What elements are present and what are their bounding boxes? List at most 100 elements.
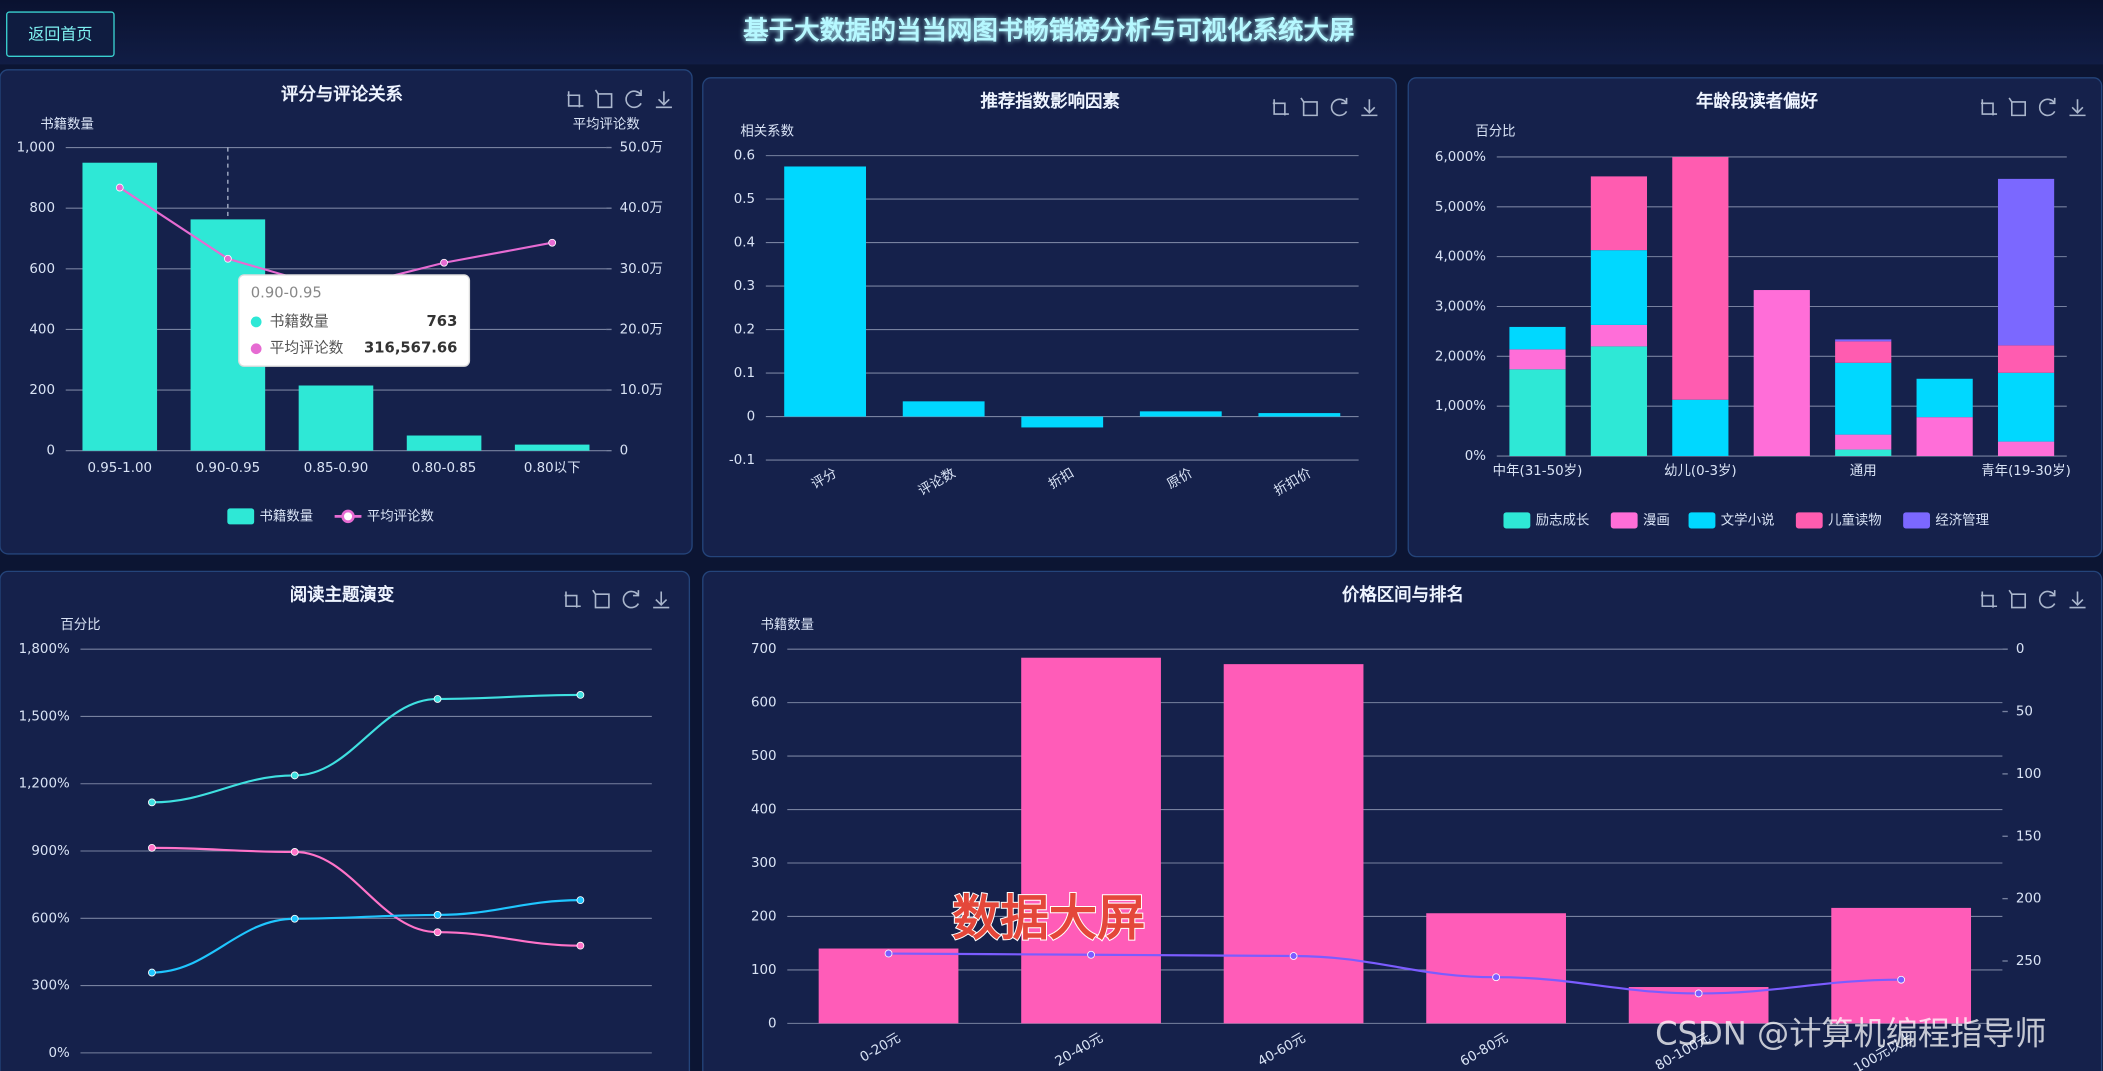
zoom-reset-icon[interactable] (594, 89, 613, 109)
y2-tick-label: 0 (2016, 642, 2025, 657)
restore-icon[interactable] (2038, 590, 2056, 609)
back-button-label[interactable]: 返回首页 (28, 24, 92, 43)
legend-label: 励志成长 (1536, 512, 1590, 528)
bar-segment (1916, 417, 1973, 457)
bar (818, 948, 959, 1024)
back-button[interactable]: 返回首页 (6, 11, 115, 58)
line-point (1492, 973, 1500, 982)
y-axis-name: 书籍数量 (40, 116, 94, 133)
save-icon[interactable] (2069, 591, 2086, 609)
line-point (440, 258, 448, 267)
bar (1426, 913, 1566, 1024)
y-tick-label: 2,000% (1435, 349, 1486, 364)
y-tick-label: 200 (751, 909, 777, 924)
y-tick-label: 600% (31, 911, 69, 926)
line-point (576, 941, 585, 950)
line-point (1087, 950, 1095, 959)
bar (82, 162, 158, 451)
zoom-icon[interactable] (1980, 99, 1998, 116)
y-tick-label: 0% (1465, 449, 1486, 464)
y-tick-label: 700 (751, 642, 777, 657)
save-icon[interactable] (653, 591, 670, 609)
y-tick-label: 0.2 (734, 323, 755, 338)
y-tick-label: 0.1 (734, 366, 755, 381)
y2-tick-label: 50.0万 (620, 141, 663, 156)
y-tick-label: 1,000 (17, 141, 55, 156)
y-tick-label: 6,000% (1435, 150, 1486, 165)
y2-tick-label: 250 (2016, 954, 2042, 969)
bar-segment (1509, 349, 1566, 370)
y2-tick-label: 20.0万 (620, 322, 663, 337)
bar-segment (1753, 290, 1810, 457)
legend-label: 漫画 (1643, 512, 1670, 528)
y-tick-label: 0.4 (734, 236, 755, 251)
x-tick-label: 青年(19-30岁) (1981, 463, 2071, 479)
bar-segment (1835, 339, 1892, 342)
x-tick-label: 中年(31-50岁) (1493, 463, 1583, 479)
chart-title: 推荐指数影响因素 (980, 91, 1119, 112)
zoom-reset-icon[interactable] (2008, 97, 2027, 117)
x-tick-label: 幼儿(0-3岁) (1664, 463, 1737, 479)
y-tick-label: 0 (747, 410, 756, 425)
legend-swatch (1688, 512, 1716, 529)
toolbox[interactable] (1272, 97, 1378, 117)
y-tick-label: 600 (751, 696, 777, 711)
zoom-reset-icon[interactable] (592, 589, 610, 609)
bar-segment (1509, 326, 1566, 350)
line-point (1897, 975, 1906, 984)
toolbox[interactable] (567, 89, 672, 109)
bar-segment (1672, 156, 1729, 400)
save-icon[interactable] (1361, 99, 1378, 117)
bar (1021, 657, 1161, 1024)
y-tick-label: 200 (29, 383, 55, 398)
save-icon[interactable] (655, 91, 672, 109)
line (151, 846, 581, 947)
y-tick-label: 5,000% (1435, 200, 1486, 215)
x-tick-label: 0.85-0.90 (304, 461, 369, 476)
bar (298, 385, 374, 451)
y2-tick-label: 150 (2016, 829, 2042, 844)
y-axis-name: 相关系数 (740, 123, 794, 139)
toolbox[interactable] (1980, 97, 2086, 117)
bar-segment (1590, 176, 1648, 251)
y-tick-label: 0 (46, 444, 55, 459)
tooltip-value: 316,567.66 (364, 340, 457, 357)
line-point (433, 695, 442, 703)
save-icon[interactable] (2069, 99, 2086, 117)
zoom-reset-icon[interactable] (1300, 97, 1318, 117)
zoom-icon[interactable] (564, 591, 581, 608)
toolbox[interactable] (1980, 589, 2086, 609)
button-frame[interactable] (6, 11, 115, 58)
y-tick-label: 0% (48, 1046, 69, 1061)
y-axis-name: 书籍数量 (760, 616, 814, 633)
bar-segment (1997, 372, 2055, 442)
line-point (290, 848, 299, 856)
restore-icon[interactable] (625, 89, 642, 109)
tooltip-value: 763 (427, 313, 458, 330)
zoom-icon[interactable] (1980, 591, 1998, 608)
toolbox[interactable] (564, 589, 670, 609)
y-tick-label: 100 (751, 963, 777, 978)
bar-segment (1590, 324, 1648, 347)
y-tick-label: -0.1 (729, 453, 755, 468)
y-tick-label: 400 (751, 803, 777, 818)
restore-icon[interactable] (1330, 97, 1348, 117)
bar (1021, 416, 1104, 428)
y-axis-name: 百分比 (1475, 123, 1515, 139)
legend-swatch (1903, 512, 1930, 529)
y-tick-label: 0 (768, 1016, 777, 1031)
y-axis-name: 百分比 (60, 617, 100, 633)
y-tick-label: 300 (751, 856, 777, 871)
restore-icon[interactable] (622, 590, 640, 609)
bar (784, 166, 867, 417)
zoom-reset-icon[interactable] (2008, 589, 2027, 609)
zoom-icon[interactable] (567, 91, 584, 108)
line-point (884, 949, 893, 958)
restore-icon[interactable] (2038, 97, 2056, 117)
y-tick-label: 900% (31, 844, 69, 859)
zoom-icon[interactable] (1272, 99, 1289, 116)
tooltip: 0.90-0.95 书籍数量 763 平均评论数 316,567.66 (238, 274, 471, 367)
bar (1139, 411, 1222, 417)
